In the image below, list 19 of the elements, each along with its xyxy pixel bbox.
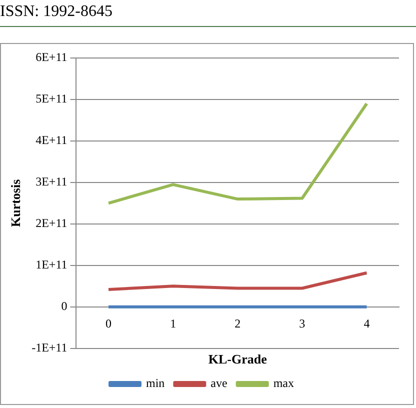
x-tick-label: 3	[299, 316, 306, 330]
legend-label: ave	[210, 376, 228, 390]
x-tick-label: 0	[106, 316, 112, 330]
y-tick-label: 5E+11	[36, 92, 68, 106]
x-axis-title: KL-Grade	[208, 352, 268, 367]
text: ISSN: 1992-8645	[0, 3, 112, 20]
x-tick-label: 4	[364, 316, 370, 330]
y-tick-label: 3E+11	[36, 174, 68, 189]
x-tick-label: 1	[170, 316, 176, 330]
legend-label: min	[146, 376, 165, 390]
y-axis-title: Kurtosis	[8, 179, 24, 228]
y-tick-label: 4E+11	[36, 133, 68, 148]
y-tick-label: 0	[61, 299, 68, 314]
legend-label: max	[273, 376, 294, 390]
y-tick-label: 1E+11	[36, 258, 68, 272]
y-tick-label: 2E+11	[36, 216, 68, 230]
y-tick-label: -1E+11	[32, 340, 68, 355]
y-tick-label: 6E+11	[36, 50, 68, 64]
x-tick-label: 2	[234, 316, 241, 330]
